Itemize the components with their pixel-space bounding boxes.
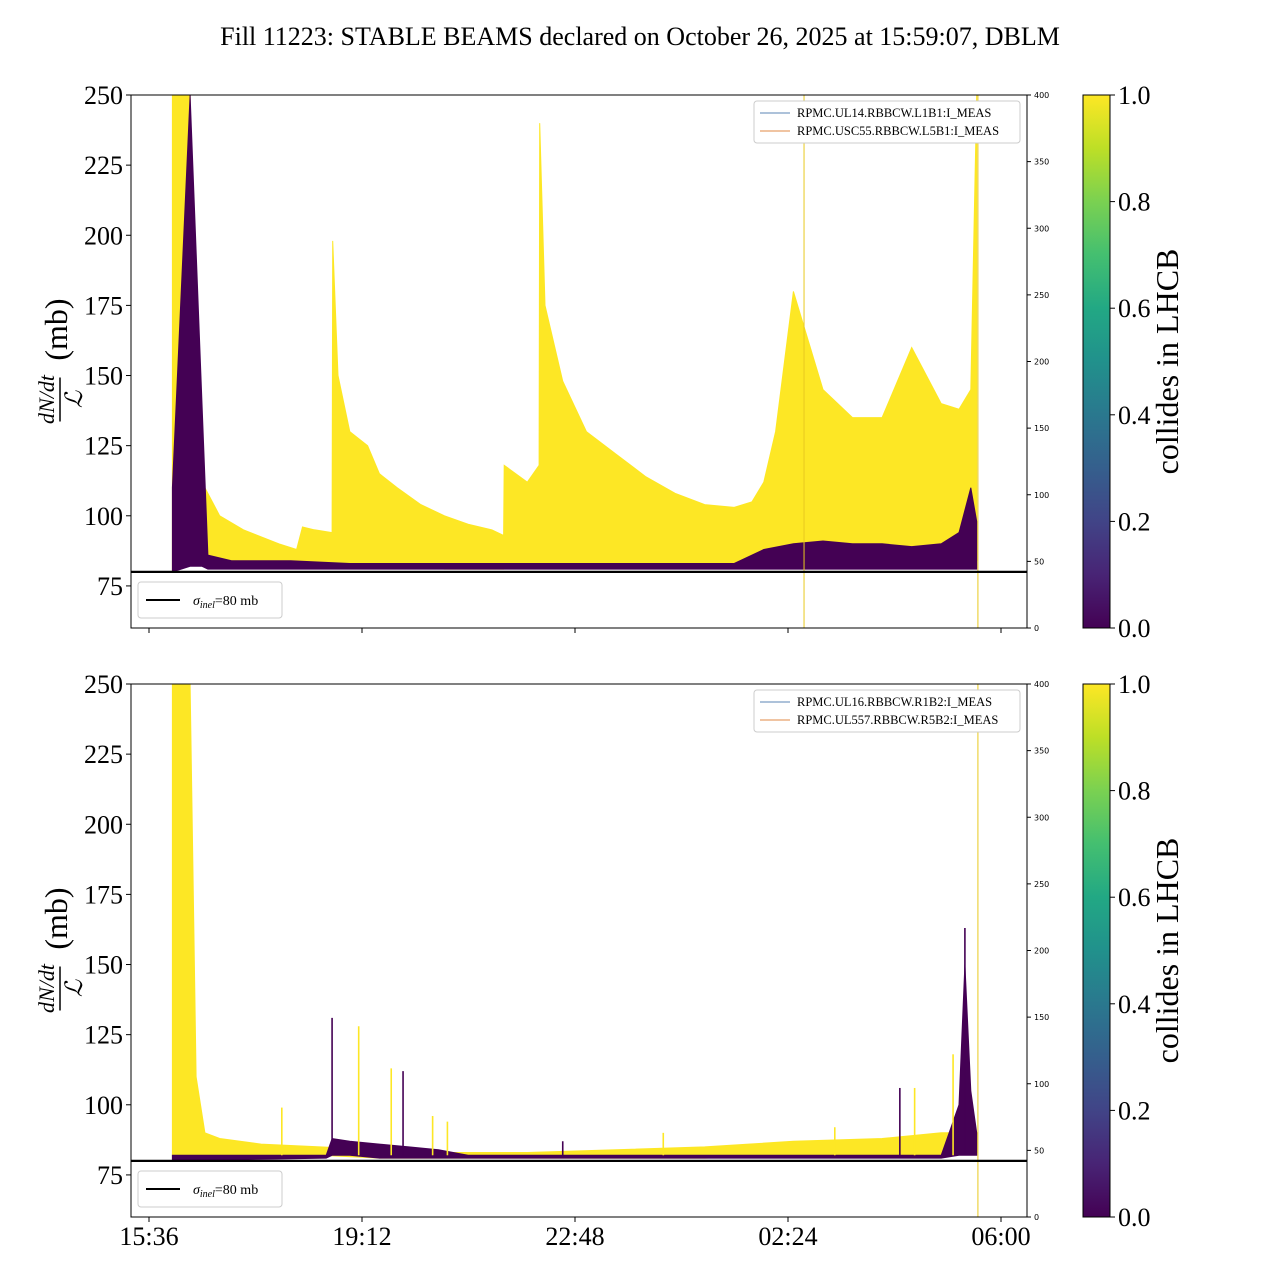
top-panel: 75 100 125 150 175 200 225 250 0 50 100 150 200 250 30…: [34, 81, 1049, 633]
y-label-numerator: dN/dt: [34, 963, 59, 1013]
series-band-yellow: [171, 684, 978, 1163]
sigma-subscript: inel: [200, 1189, 215, 1200]
colorbar-gradient: [1082, 94, 1111, 629]
y-tick-label: 125: [84, 1021, 123, 1050]
y2-tick-label: 150: [1034, 424, 1049, 433]
y-axis-label: dN/dt ℒ (mb): [34, 298, 88, 424]
colorbar-tick-label: 0.8: [1118, 188, 1151, 217]
reference-legend-box: [137, 581, 283, 619]
y2-tick-label: 200: [1034, 358, 1049, 367]
sigma-symbol: σ: [193, 594, 201, 609]
colorbar-tick-label: 1.0: [1118, 670, 1151, 699]
bottom-colorbar: 0.0 0.2 0.4 0.6 0.8 1.0 collides in LHCB: [1082, 670, 1185, 1232]
reference-legend-label: σinel=80 mb: [193, 1183, 258, 1200]
colorbar-tick-label: 0.0: [1118, 1203, 1151, 1232]
reference-value: =80 mb: [215, 1183, 258, 1198]
series-band-purple: [171, 964, 978, 1162]
chart-title: Fill 11223: STABLE BEAMS declared on Oct…: [220, 22, 1060, 51]
y-label-unit: (mb): [38, 887, 74, 949]
plot-area: [171, 95, 979, 628]
y2-tick-label: 400: [1034, 91, 1049, 100]
y-tick-label: 250: [84, 81, 123, 110]
y-tick-label: 100: [84, 502, 123, 531]
y2-tick-label: 350: [1034, 747, 1049, 756]
y-label-unit: (mb): [38, 298, 74, 360]
y-tick-label: 250: [84, 670, 123, 699]
series-legend-box: [753, 100, 1021, 144]
y-tick-label: 75: [97, 572, 123, 601]
y2-tick-label: 250: [1034, 880, 1049, 889]
colorbar-tick-label: 0.4: [1118, 401, 1151, 430]
reference-legend-label: σinel=80 mb: [193, 594, 258, 611]
y-tick-label: 225: [84, 151, 123, 180]
y-tick-label: 150: [84, 362, 123, 391]
colorbar-tick-label: 0.2: [1118, 507, 1151, 536]
legend-label: RPMC.UL14.RBBCW.L1B1:I_MEAS: [797, 106, 991, 120]
y-axis-label: dN/dt ℒ (mb): [34, 887, 88, 1013]
y2-tick-label: 250: [1034, 291, 1049, 300]
y-tick-label: 200: [84, 221, 123, 250]
colorbar-tick-label: 0.4: [1118, 990, 1151, 1019]
colorbar-label: collides in LHCB: [1149, 249, 1185, 475]
colorbar-tick-label: 0.2: [1118, 1096, 1151, 1125]
x-tick-label: 06:00: [971, 1222, 1030, 1251]
y2-tick-label: 100: [1034, 491, 1049, 500]
reference-legend-box: [137, 1170, 283, 1208]
x-tick-label: 22:48: [545, 1222, 604, 1251]
y2-tick-label: 150: [1034, 1013, 1049, 1022]
y-tick-label: 175: [84, 291, 123, 320]
y-label-numerator: dN/dt: [34, 374, 59, 424]
colorbar-gradient: [1082, 683, 1111, 1218]
y2-tick-label: 0: [1034, 624, 1039, 633]
colorbar-tick-label: 0.6: [1118, 883, 1151, 912]
x-tick-label: 19:12: [332, 1222, 391, 1251]
y-tick-label: 150: [84, 951, 123, 980]
y2-tick-label: 400: [1034, 680, 1049, 689]
y2-tick-label: 300: [1034, 224, 1049, 233]
y-tick-label: 75: [97, 1161, 123, 1190]
colorbar-tick-label: 1.0: [1118, 81, 1151, 110]
plot-area: [171, 684, 979, 1217]
y-tick-label: 175: [84, 880, 123, 909]
colorbar-tick-label: 0.8: [1118, 777, 1151, 806]
x-axis-ticks: 15:36 19:12 22:48 02:24 06:00: [119, 1222, 1030, 1251]
series-band-purple: [171, 95, 978, 573]
y2-tick-label: 50: [1034, 557, 1044, 566]
y-tick-label: 200: [84, 810, 123, 839]
y-tick-label: 225: [84, 740, 123, 769]
y2-tick-label: 300: [1034, 813, 1049, 822]
reference-value: =80 mb: [215, 594, 258, 609]
y-tick-label: 125: [84, 432, 123, 461]
series-legend-box: [753, 689, 1021, 733]
y-label-denominator: ℒ: [62, 979, 88, 997]
colorbar-label: collides in LHCB: [1149, 838, 1185, 1064]
legend-label: RPMC.UL557.RBBCW.R5B2:I_MEAS: [797, 713, 998, 727]
y2-tick-label: 100: [1034, 1080, 1049, 1089]
legend-label: RPMC.USC55.RBBCW.L5B1:I_MEAS: [797, 124, 999, 138]
colorbar-tick-label: 0.0: [1118, 614, 1151, 643]
y2-tick-label: 0: [1034, 1213, 1039, 1222]
top-colorbar: 0.0 0.2 0.4 0.6 0.8 1.0 collides in LHCB: [1082, 81, 1185, 643]
y2-tick-label: 50: [1034, 1146, 1044, 1155]
x-tick-label: 02:24: [758, 1222, 817, 1251]
legend-label: RPMC.UL16.RBBCW.R1B2:I_MEAS: [797, 695, 992, 709]
x-tick-label: 15:36: [119, 1222, 178, 1251]
y2-tick-label: 350: [1034, 158, 1049, 167]
y-tick-label: 100: [84, 1091, 123, 1120]
series-band-yellow: [171, 95, 978, 574]
sigma-subscript: inel: [200, 600, 215, 611]
y-label-denominator: ℒ: [62, 390, 88, 408]
y2-tick-label: 200: [1034, 947, 1049, 956]
bottom-panel: 75 100 125 150 175 200 225 250 0 50 100 150 200 250 30…: [34, 670, 1049, 1222]
sigma-symbol: σ: [193, 1183, 201, 1198]
colorbar-tick-label: 0.6: [1118, 294, 1151, 323]
